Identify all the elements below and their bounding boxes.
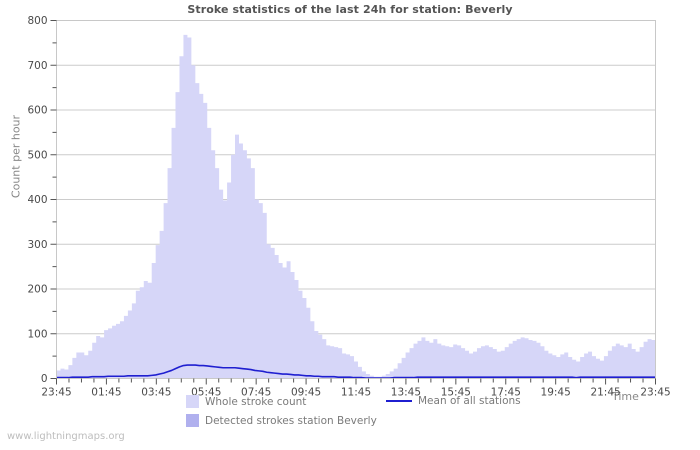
x-tick-label: 17:45 — [491, 387, 521, 399]
x-tick-label: 15:45 — [441, 387, 471, 399]
legend-label-mean-of-all-stations: Mean of all stations — [418, 395, 521, 407]
y-tick-label: 600 — [27, 105, 47, 117]
legend-label-whole-stroke-count: Whole stroke count — [205, 395, 307, 408]
x-tick-label: 23:45 — [41, 387, 71, 399]
y-tick-label: 700 — [27, 60, 47, 72]
area-series-whole-stroke-count — [56, 34, 656, 379]
x-axis-label: Time — [612, 390, 639, 403]
legend-swatch-whole-stroke-count — [186, 395, 199, 408]
x-tick-label: 23:45 — [640, 387, 670, 399]
legend-swatch-detected-strokes-station — [186, 414, 199, 427]
x-tick-label: 21:45 — [590, 387, 620, 399]
y-tick-label: 0 — [41, 373, 48, 385]
legend-label-detected-strokes-station: Detected strokes station Beverly — [205, 414, 377, 427]
x-tick-label: 19:45 — [541, 387, 571, 399]
x-tick-label: 07:45 — [241, 387, 271, 399]
legend-item-detected-strokes-station: Detected strokes station Beverly — [186, 414, 377, 427]
y-tick-label: 500 — [27, 149, 47, 161]
footer-watermark: www.lightningmaps.org — [7, 431, 125, 442]
legend-item-mean-of-all-stations: Mean of all stations — [386, 395, 521, 407]
y-tick-label: 800 — [27, 15, 47, 27]
y-tick-label: 100 — [27, 328, 47, 340]
y-tick-label: 300 — [27, 239, 47, 251]
x-tick-label: 11:45 — [341, 387, 371, 399]
x-tick-label: 01:45 — [91, 387, 121, 399]
chart-title: Stroke statistics of the last 24h for st… — [187, 3, 513, 16]
legend-line-mean-of-all-stations — [386, 400, 412, 402]
x-tick-label: 03:45 — [141, 387, 171, 399]
x-tick-label: 09:45 — [291, 387, 321, 399]
x-tick-label: 13:45 — [391, 387, 421, 399]
plot-area: 0 100 200 300 400 500 600 700 800 23:45 01:45 03:45… — [27, 15, 670, 399]
y-tick-label: 200 — [27, 284, 47, 296]
legend-item-whole-stroke-count: Whole stroke count — [186, 395, 306, 408]
y-tick-label: 400 — [27, 194, 47, 206]
line-series-mean-of-all-stations — [56, 364, 656, 379]
